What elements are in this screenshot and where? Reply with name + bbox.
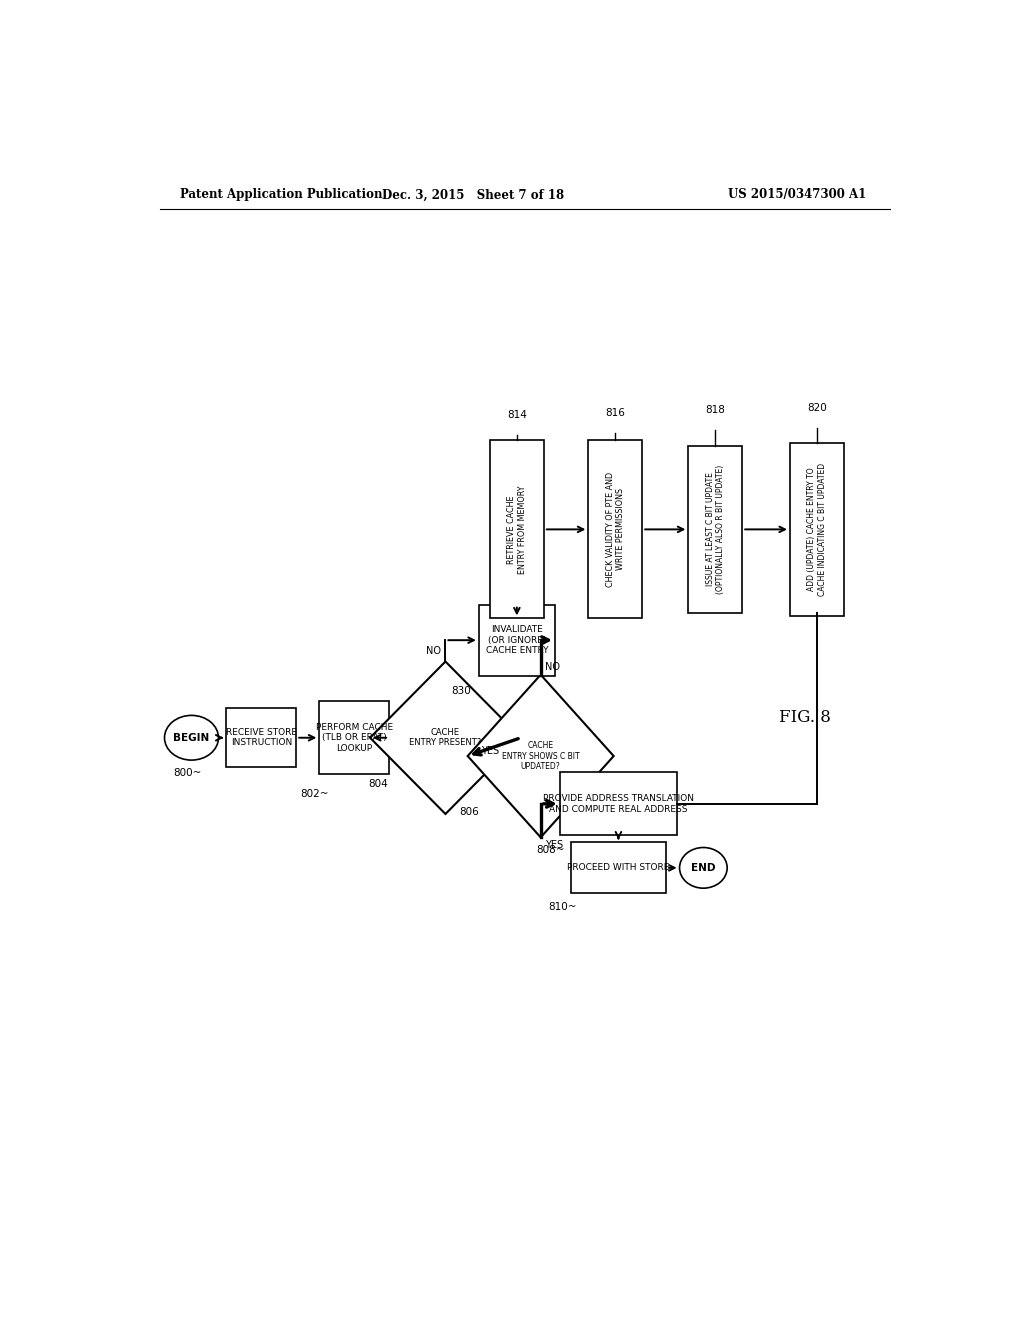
- Text: 814: 814: [507, 411, 526, 420]
- Ellipse shape: [165, 715, 218, 760]
- Bar: [688, 446, 742, 614]
- Text: NO: NO: [426, 647, 441, 656]
- Text: Dec. 3, 2015   Sheet 7 of 18: Dec. 3, 2015 Sheet 7 of 18: [382, 189, 564, 202]
- Polygon shape: [468, 675, 613, 837]
- Text: CHECK VALIDITY OF PTE AND
WRITE PERMISSIONS: CHECK VALIDITY OF PTE AND WRITE PERMISSI…: [605, 471, 625, 587]
- Text: PERFORM CACHE
(TLB OR ERAT)
LOOKUP: PERFORM CACHE (TLB OR ERAT) LOOKUP: [315, 723, 393, 752]
- Bar: [489, 441, 544, 618]
- Text: Patent Application Publication: Patent Application Publication: [179, 189, 382, 202]
- Bar: [479, 605, 555, 676]
- Bar: [560, 772, 677, 836]
- Text: YES: YES: [545, 841, 563, 850]
- Text: 818: 818: [706, 405, 725, 414]
- Text: 820: 820: [807, 403, 826, 413]
- Bar: [570, 842, 666, 894]
- Text: NO: NO: [545, 661, 560, 672]
- Text: YES: YES: [481, 746, 500, 756]
- Ellipse shape: [680, 847, 727, 888]
- Text: 802~: 802~: [300, 789, 329, 799]
- Text: 810~: 810~: [549, 902, 578, 912]
- Text: 804: 804: [368, 779, 388, 788]
- Text: FIG. 8: FIG. 8: [778, 709, 830, 726]
- Text: RETRIEVE CACHE
ENTRY FROM MEMORY: RETRIEVE CACHE ENTRY FROM MEMORY: [507, 486, 526, 574]
- Text: US 2015/0347300 A1: US 2015/0347300 A1: [728, 189, 866, 202]
- Bar: [319, 701, 389, 775]
- Text: 808~: 808~: [537, 845, 565, 854]
- Text: 816: 816: [605, 408, 626, 418]
- Text: ISSUE AT LEAST C BIT UPDATE
(OPTIONALLY ALSO R BIT UPDATE): ISSUE AT LEAST C BIT UPDATE (OPTIONALLY …: [706, 465, 725, 594]
- Text: 806: 806: [460, 807, 479, 817]
- Bar: [588, 441, 642, 618]
- Text: ADD (UPDATE) CACHE ENTRY TO
CACHE INDICATING C BIT UPDATED: ADD (UPDATE) CACHE ENTRY TO CACHE INDICA…: [807, 463, 826, 595]
- Polygon shape: [370, 661, 521, 814]
- Text: CACHE
ENTRY SHOWS C BIT
UPDATED?: CACHE ENTRY SHOWS C BIT UPDATED?: [502, 741, 580, 771]
- Text: 830: 830: [452, 686, 471, 696]
- Text: 800~: 800~: [173, 768, 202, 779]
- Text: CACHE
ENTRY PRESENT?: CACHE ENTRY PRESENT?: [410, 729, 481, 747]
- Bar: [226, 709, 296, 767]
- Text: END: END: [691, 863, 716, 873]
- Text: PROVIDE ADDRESS TRANSLATION
AND COMPUTE REAL ADDRESS: PROVIDE ADDRESS TRANSLATION AND COMPUTE …: [543, 795, 694, 813]
- Text: BEGIN: BEGIN: [173, 733, 210, 743]
- Text: RECEIVE STORE
INSTRUCTION: RECEIVE STORE INSTRUCTION: [226, 729, 297, 747]
- Text: INVALIDATE
(OR IGNORE)
CACHE ENTRY: INVALIDATE (OR IGNORE) CACHE ENTRY: [485, 626, 548, 655]
- Text: PROCEED WITH STORE: PROCEED WITH STORE: [567, 863, 670, 873]
- Bar: [790, 444, 844, 615]
